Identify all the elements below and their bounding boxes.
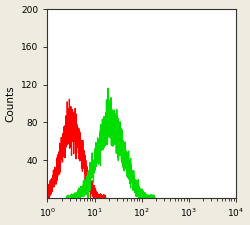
Y-axis label: Counts: Counts — [6, 85, 16, 122]
